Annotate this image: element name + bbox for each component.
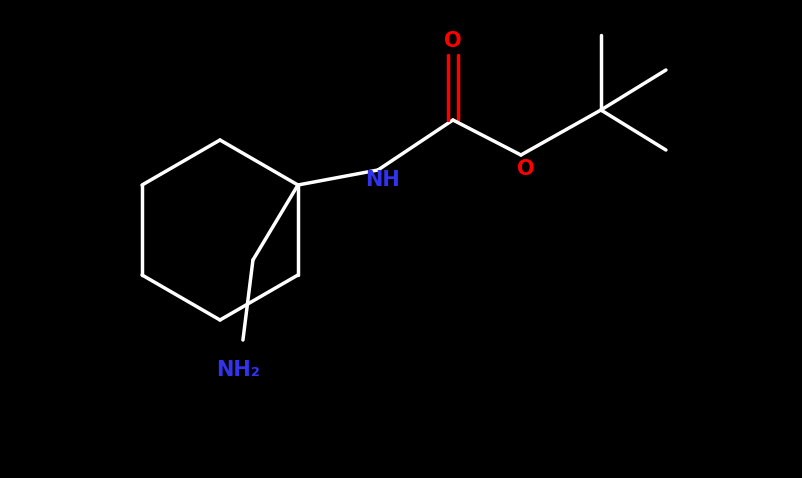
Text: O: O [444,31,461,51]
Text: NH: NH [365,170,400,190]
Text: NH₂: NH₂ [216,360,260,380]
Text: O: O [516,159,534,179]
